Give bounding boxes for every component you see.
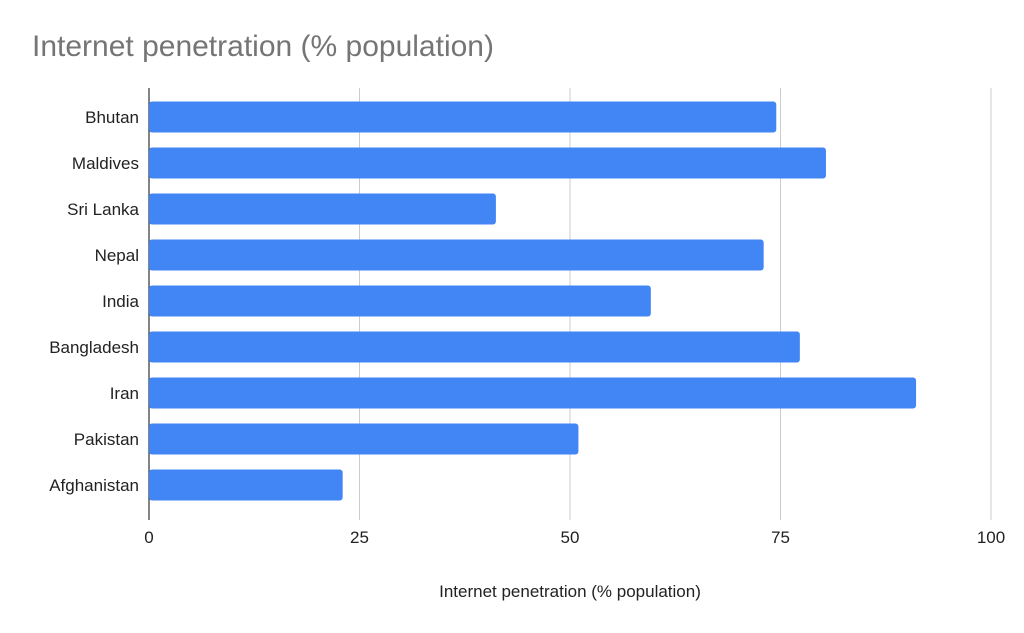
category-label: Iran [110,384,139,403]
x-tick-label: 75 [771,528,790,547]
x-axis-label: Internet penetration (% population) [439,582,701,601]
category-label: Maldives [72,154,139,173]
bar-bhutan [149,101,777,133]
tick-labels: 0 25 50 75 100 [144,528,1005,547]
bar-afghanistan [149,469,343,501]
category-label: Sri Lanka [67,200,139,219]
category-label: India [102,292,139,311]
bar-india [149,285,651,317]
bar-bangladesh [149,331,800,363]
x-tick-label: 50 [561,528,580,547]
bar-iran [149,377,917,409]
chart-title: Internet penetration (% population) [32,30,494,63]
bar-nepal [149,239,764,271]
bar-maldives [149,147,826,179]
x-tick-label: 25 [350,528,369,547]
bar-pakistan [149,423,579,455]
category-label: Nepal [95,246,139,265]
category-label: Bangladesh [49,338,139,357]
x-tick-label: 0 [144,528,153,547]
category-label: Bhutan [85,108,139,127]
bars [149,101,917,501]
category-labels: Bhutan Maldives Sri Lanka Nepal India Banglad… [49,108,139,495]
category-label: Pakistan [74,430,139,449]
bar-sri-lanka [149,193,496,225]
x-tick-label: 100 [977,528,1005,547]
category-label: Afghanistan [49,476,139,495]
